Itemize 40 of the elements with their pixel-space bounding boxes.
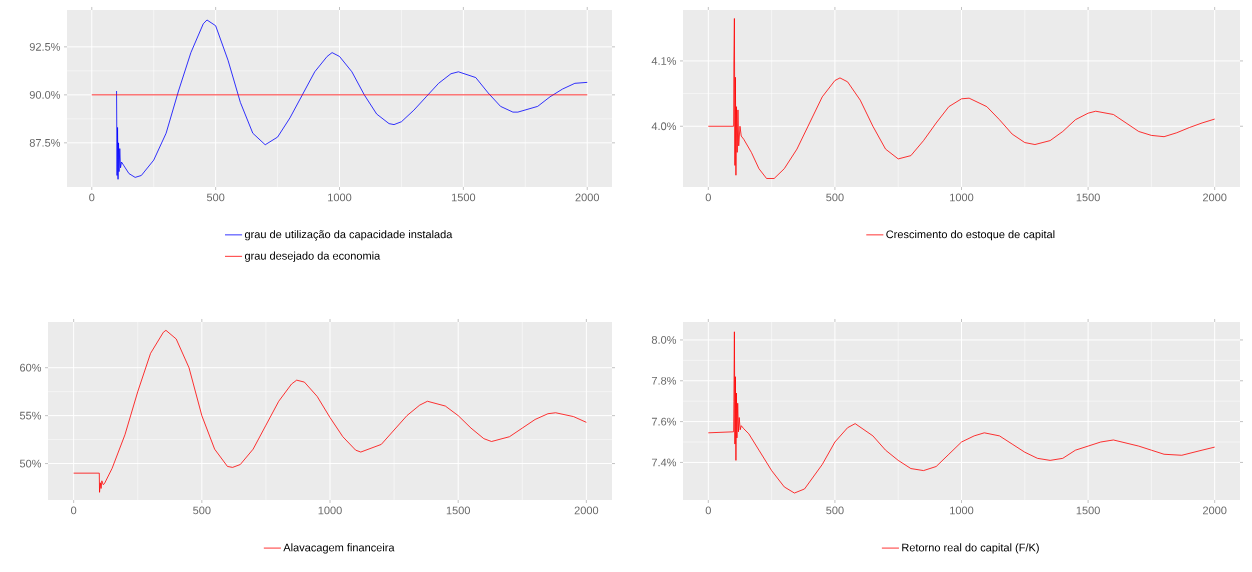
line-series — [707, 331, 1216, 494]
x-tick-label: 500 — [193, 506, 211, 515]
x-tick-label: 2000 — [575, 193, 600, 202]
x-tick-label: 0 — [705, 506, 711, 515]
y-tick-label: 50% — [19, 459, 42, 468]
x-tick-label: 1000 — [950, 193, 974, 202]
x-tick-label: 500 — [826, 506, 844, 515]
x-tick-label: 0 — [89, 193, 95, 202]
y-tick-label: 87.5% — [29, 138, 61, 147]
x-tick-label: 500 — [826, 193, 844, 202]
x-tick-label: 1000 — [318, 506, 342, 515]
y-tick-label: 7.4% — [651, 458, 677, 467]
legend-label: Crescimento do estoque de capital — [886, 230, 1055, 241]
y-tick-label: 60% — [20, 363, 42, 372]
x-tick-label: 1500 — [446, 506, 470, 515]
x-tick-label: 500 — [206, 193, 225, 202]
y-tick-label: 90.0% — [29, 90, 61, 99]
x-tick-label: 1000 — [328, 193, 352, 202]
x-tick-label: 1500 — [1076, 506, 1100, 515]
x-tick-label: 2000 — [1203, 193, 1227, 202]
x-tick-label: 1000 — [950, 506, 974, 515]
x-tick-label: 2000 — [574, 506, 599, 515]
y-tick-label: 8.0% — [651, 336, 677, 344]
legend-label: Alavacagem financeira — [283, 543, 395, 554]
y-tick-label: 92.5% — [29, 42, 61, 51]
line-series — [73, 329, 587, 493]
legend-label: grau de utilização da capacidade instalada — [244, 230, 453, 241]
legend-label: Retorno real do capital (F/K) — [902, 543, 1039, 554]
y-tick-label: 4.0% — [651, 122, 677, 131]
x-tick-label: 1500 — [451, 193, 476, 202]
x-tick-label: 1500 — [1076, 193, 1100, 202]
y-tick-label: 4.1% — [651, 57, 677, 65]
x-tick-label: 0 — [705, 193, 711, 202]
x-tick-label: 0 — [71, 506, 77, 515]
x-tick-label: 2000 — [1203, 506, 1227, 515]
legend-label: grau desejado da economia — [244, 251, 381, 262]
y-tick-label: 7.8% — [651, 376, 677, 385]
line-series — [707, 18, 1216, 179]
y-tick-label: 7.6% — [651, 417, 677, 426]
y-tick-label: 55% — [19, 411, 42, 420]
